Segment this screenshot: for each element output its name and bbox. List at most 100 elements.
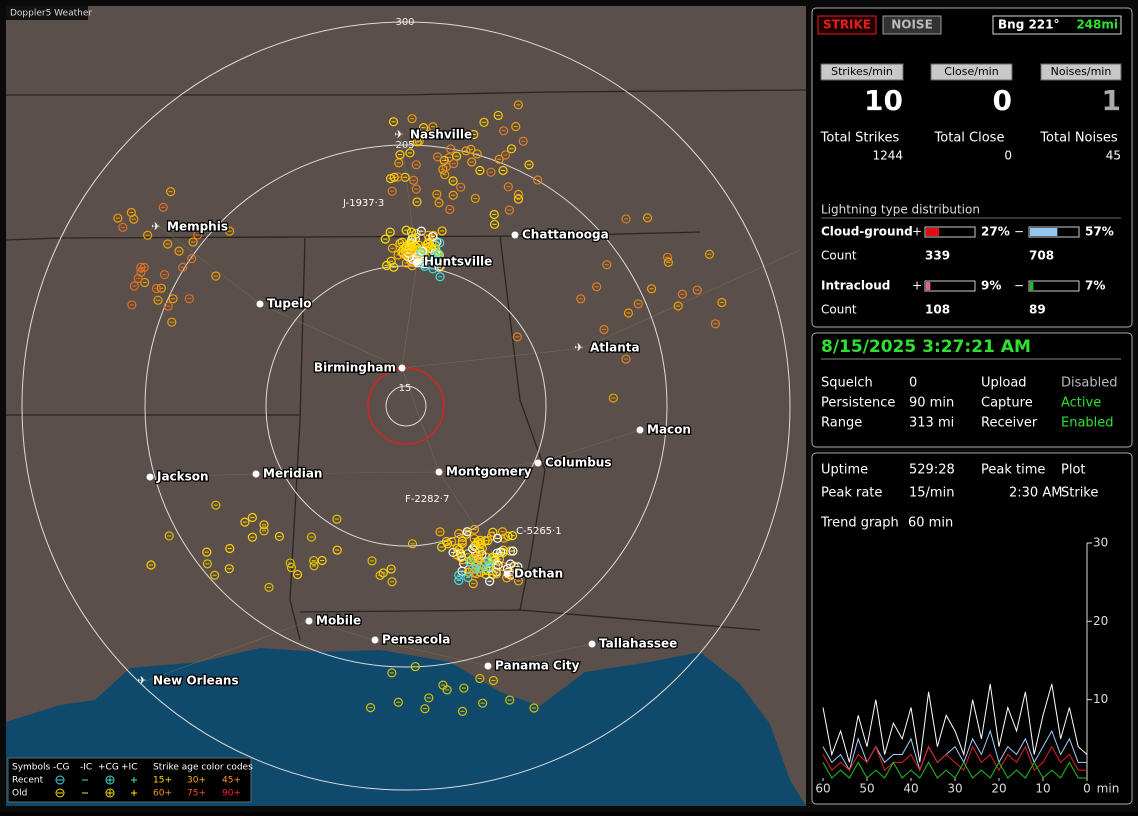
label: 15/min <box>909 486 954 501</box>
label: 339 <box>925 249 950 263</box>
strike <box>492 569 502 579</box>
strike <box>210 570 220 580</box>
strike <box>286 562 297 573</box>
city-dot <box>398 364 406 372</box>
strikes <box>113 100 727 716</box>
strike <box>174 246 184 256</box>
bar <box>1030 282 1034 290</box>
airport-icon: ✈ <box>151 220 160 233</box>
strike <box>309 561 319 571</box>
label: Peak time <box>981 463 1045 478</box>
noise-button <box>882 15 942 35</box>
strike <box>428 231 438 242</box>
strike <box>332 514 342 524</box>
strike <box>505 695 515 705</box>
label: 708 <box>1029 249 1054 263</box>
label: Total Strikes <box>820 131 900 146</box>
strike <box>498 165 508 176</box>
strike <box>454 528 464 539</box>
strike <box>503 531 513 541</box>
city-label: Chattanooga <box>522 228 609 242</box>
strike <box>621 214 631 224</box>
city-dot <box>435 468 443 476</box>
strike <box>406 227 417 237</box>
strike <box>465 557 475 567</box>
strike <box>710 319 721 329</box>
label: Persistence <box>821 396 895 411</box>
label: Enabled <box>1061 416 1114 431</box>
strike <box>393 250 403 260</box>
label: 1 <box>1102 84 1121 117</box>
strike <box>419 261 430 271</box>
label: Trend graph <box>820 516 899 531</box>
strike <box>445 204 455 215</box>
label: Receiver <box>981 416 1038 431</box>
strike <box>247 512 257 523</box>
label: Count <box>821 249 857 263</box>
legend-symbol <box>55 775 65 785</box>
strike <box>432 189 442 199</box>
label: 9% <box>981 279 1001 293</box>
strike <box>387 577 397 587</box>
strike <box>454 575 464 586</box>
strike <box>529 703 539 713</box>
strike <box>497 527 508 537</box>
strike <box>274 531 284 542</box>
legend-header: -IC <box>80 763 92 773</box>
x-tick-label: 60 <box>815 782 830 796</box>
strike <box>602 260 612 270</box>
bar-track <box>924 226 976 238</box>
strike <box>513 100 523 110</box>
strike <box>151 283 161 294</box>
label: 45 <box>1106 149 1121 163</box>
strike <box>188 237 198 247</box>
city-label: Dothan <box>514 567 563 581</box>
legend-header: -CG <box>53 763 70 773</box>
strike <box>365 703 376 713</box>
strike <box>416 226 426 236</box>
legend-symbol <box>105 788 115 798</box>
label: STRIKE <box>823 18 871 32</box>
strike <box>633 299 643 309</box>
bar <box>926 228 939 236</box>
bearing-box <box>992 15 1122 35</box>
label: 0 <box>1004 149 1012 163</box>
strike <box>410 661 420 672</box>
label: 1244 <box>872 149 903 163</box>
strike <box>441 536 451 547</box>
storm-label: C-5265·1 <box>516 526 562 537</box>
state-borders <box>5 89 807 641</box>
bar-track <box>924 280 976 292</box>
map-title: Doppler5 Weather <box>10 9 92 19</box>
label: Count <box>821 303 857 317</box>
strike <box>470 540 480 550</box>
legend-symbol <box>55 788 65 798</box>
strike <box>498 126 509 136</box>
label: 57% <box>1085 225 1114 239</box>
legend-header: Symbols <box>12 763 51 773</box>
strike <box>466 144 476 154</box>
label: Bng 221° <box>998 18 1060 32</box>
strike <box>224 226 235 236</box>
label: − <box>1014 279 1024 293</box>
strike <box>512 332 522 342</box>
strike <box>503 182 513 192</box>
strike <box>428 254 438 265</box>
strike <box>404 247 414 257</box>
strike <box>129 281 139 291</box>
strike <box>412 137 422 147</box>
strike <box>599 324 609 335</box>
strike <box>146 560 156 570</box>
strike <box>468 579 478 589</box>
label: Intracloud <box>821 279 890 293</box>
airport-icon: ✈ <box>394 128 403 141</box>
legend-header: +IC <box>121 763 137 773</box>
strike <box>424 693 434 703</box>
city-label: New Orleans <box>153 674 239 688</box>
strike <box>332 545 342 555</box>
strike <box>459 683 469 693</box>
strike <box>663 257 673 267</box>
strike <box>646 284 657 294</box>
strike <box>202 547 212 557</box>
strike <box>401 225 411 235</box>
